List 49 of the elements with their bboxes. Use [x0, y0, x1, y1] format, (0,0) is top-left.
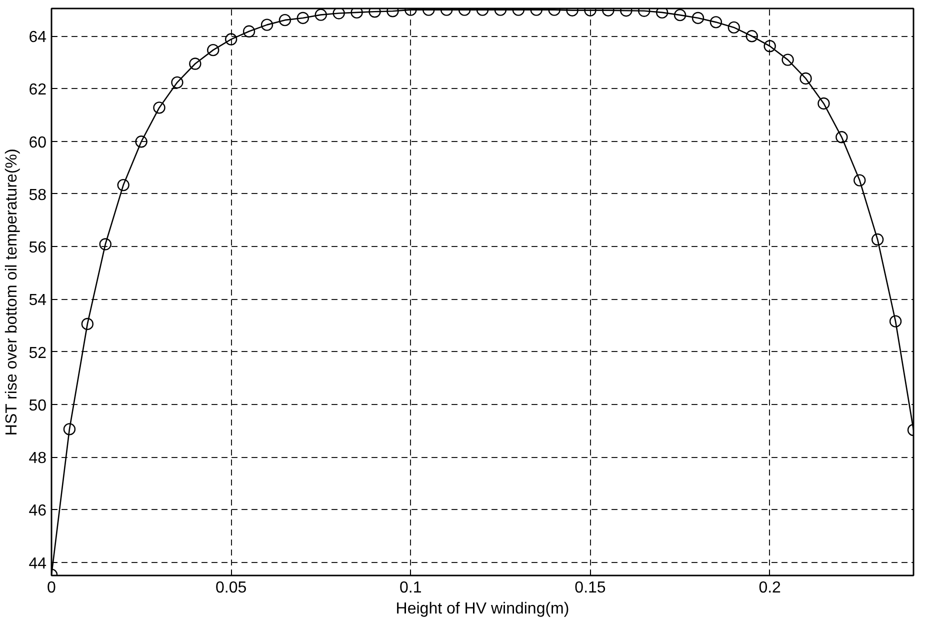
y-tick-label: 50	[28, 397, 47, 414]
point	[692, 12, 704, 24]
point	[836, 131, 848, 144]
x-tick-label: 0.05	[216, 580, 247, 596]
point	[854, 174, 866, 186]
point	[296, 12, 310, 24]
y-tick-label: 48	[28, 450, 47, 468]
point	[332, 8, 345, 20]
y-tick-label: 56	[28, 240, 47, 257]
x-tick-label: 0.1	[400, 580, 422, 596]
point	[656, 8, 668, 19]
point	[818, 97, 830, 110]
point	[889, 315, 902, 328]
point	[260, 18, 274, 31]
y-tick-label: 46	[28, 502, 47, 520]
point	[350, 8, 363, 19]
point	[189, 58, 202, 70]
point	[710, 16, 722, 28]
point	[764, 40, 776, 52]
y-tick-label: 62	[28, 82, 47, 99]
point	[63, 423, 76, 436]
y-tick-label: 44	[28, 555, 47, 572]
point	[314, 8, 327, 21]
point	[746, 30, 758, 42]
x-axis-title: Height of HV winding(m)	[396, 600, 570, 618]
point	[242, 25, 256, 38]
y-tick-label: 58	[28, 186, 47, 204]
point	[800, 72, 812, 85]
point	[81, 318, 94, 330]
point	[99, 238, 112, 250]
point	[278, 14, 292, 26]
y-axis-title: HST rise over bottom oil temperature(%)	[4, 148, 21, 436]
point	[153, 102, 166, 114]
y-tick-label: 60	[28, 134, 47, 152]
x-tick-label: 0.2	[758, 580, 782, 596]
point	[728, 21, 740, 34]
point	[171, 76, 184, 89]
y-tick-label: 52	[28, 344, 47, 362]
y-tick-label: 54	[28, 292, 47, 310]
point	[117, 178, 130, 192]
point	[871, 233, 884, 246]
y-tick-label: 64	[28, 29, 47, 46]
point	[207, 44, 220, 56]
x-tick-label: 0.15	[574, 580, 606, 596]
x-tick-label: 0	[47, 580, 56, 596]
point	[224, 33, 238, 46]
point	[135, 136, 148, 148]
point	[674, 8, 686, 22]
point	[782, 54, 794, 66]
